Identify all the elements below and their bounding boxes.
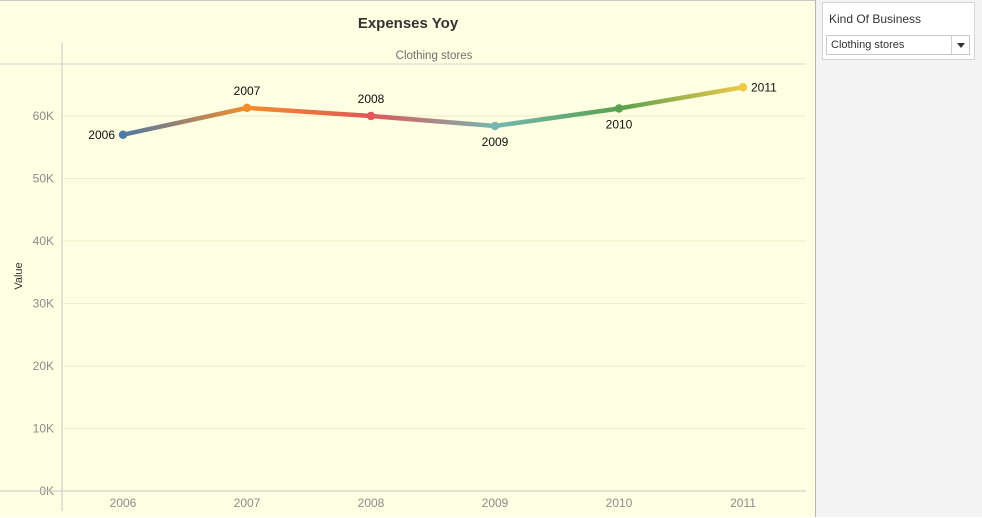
data-label: 2011	[751, 80, 777, 94]
x-tick-label: 2009	[482, 496, 509, 510]
data-point	[366, 111, 376, 121]
y-tick-label: 10K	[33, 422, 54, 436]
series-line-segment	[244, 105, 374, 119]
data-point	[490, 121, 500, 131]
series-line-segment	[616, 85, 746, 111]
kind-of-business-dropdown[interactable]: Clothing stores	[826, 35, 970, 55]
chevron-down-icon[interactable]	[951, 36, 969, 54]
filter-panel: Kind Of Business Clothing stores	[816, 0, 982, 517]
series-line-segment	[492, 106, 622, 129]
x-tick-label: 2008	[358, 496, 385, 510]
y-tick-label: 30K	[33, 297, 54, 311]
x-tick-label: 2011	[730, 496, 756, 510]
kind-of-business-filter: Kind Of Business Clothing stores	[822, 2, 975, 60]
data-label: 2006	[88, 128, 115, 142]
line-chart: Clothing stores0K10K20K30K40K50K60KValue…	[0, 43, 806, 511]
y-tick-label: 20K	[33, 359, 54, 373]
dropdown-value: Clothing stores	[831, 39, 905, 51]
x-tick-label: 2006	[110, 496, 137, 510]
x-tick-label: 2010	[606, 496, 633, 510]
y-tick-label: 40K	[33, 234, 54, 248]
y-tick-label: 60K	[33, 109, 54, 123]
data-label: 2008	[358, 92, 385, 106]
data-label: 2007	[234, 84, 261, 98]
facet-label: Clothing stores	[396, 50, 473, 62]
series-line-segment	[120, 105, 250, 137]
filter-title: Kind Of Business	[829, 12, 922, 26]
data-point	[614, 104, 624, 113]
data-point	[738, 83, 748, 92]
chart-panel: Expenses Yoy Clothing stores 0K 10K 20K 30K 4…	[0, 0, 816, 517]
y-tick-label: 50K	[33, 172, 54, 186]
series-line-segment	[368, 113, 498, 129]
y-axis-label: Value	[13, 262, 25, 289]
data-point	[118, 130, 128, 139]
x-tick-label: 2007	[234, 496, 261, 510]
data-label: 2010	[606, 118, 633, 132]
data-point	[242, 103, 252, 113]
data-label: 2009	[482, 135, 509, 149]
chart-title: Expenses Yoy	[357, 15, 459, 32]
